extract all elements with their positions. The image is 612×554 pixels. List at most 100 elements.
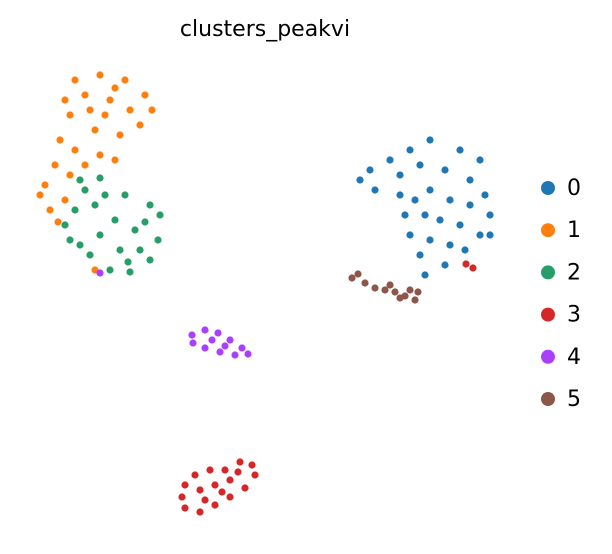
point — [141, 91, 149, 99]
point — [406, 146, 414, 154]
point — [106, 266, 114, 274]
point — [466, 176, 474, 184]
point — [226, 493, 234, 501]
point — [216, 348, 224, 356]
point — [486, 211, 494, 219]
point — [436, 216, 444, 224]
point — [386, 281, 394, 289]
point — [481, 191, 489, 199]
point — [426, 236, 434, 244]
point — [178, 493, 186, 501]
point — [86, 251, 94, 259]
point — [86, 106, 94, 114]
point — [441, 261, 449, 269]
point — [446, 196, 454, 204]
point — [214, 329, 222, 337]
point — [476, 156, 484, 164]
point — [251, 471, 259, 479]
point — [244, 350, 252, 358]
point — [406, 286, 414, 294]
point — [348, 274, 356, 282]
point — [221, 466, 229, 474]
point — [486, 231, 494, 239]
point — [136, 246, 144, 254]
point — [231, 351, 239, 359]
point — [54, 218, 62, 226]
point — [96, 71, 104, 79]
point — [354, 270, 362, 278]
point — [61, 221, 69, 229]
point — [196, 486, 204, 494]
point — [466, 201, 474, 209]
point — [126, 106, 134, 114]
point — [141, 218, 149, 226]
point — [371, 284, 379, 292]
legend-label: 5 — [567, 387, 581, 412]
point — [81, 91, 89, 99]
point — [96, 231, 104, 239]
point — [111, 216, 119, 224]
point — [116, 131, 124, 139]
legend-marker — [541, 181, 555, 195]
point — [238, 344, 246, 352]
point — [191, 471, 199, 479]
legend-label: 4 — [567, 345, 581, 370]
point — [71, 146, 79, 154]
legend-label: 1 — [567, 218, 581, 243]
point — [116, 246, 124, 254]
point — [51, 161, 59, 169]
point — [56, 136, 64, 144]
point — [181, 481, 189, 489]
point — [101, 191, 109, 199]
point — [189, 339, 197, 347]
point — [71, 206, 79, 214]
point — [462, 260, 470, 268]
point — [396, 294, 404, 302]
point — [396, 191, 404, 199]
point — [421, 211, 429, 219]
point — [356, 176, 364, 184]
point — [201, 344, 209, 352]
point — [426, 186, 434, 194]
point — [136, 121, 144, 129]
point — [76, 241, 84, 249]
point — [111, 84, 119, 92]
point — [416, 251, 424, 259]
point — [91, 201, 99, 209]
point — [211, 481, 219, 489]
point — [96, 269, 104, 277]
point — [61, 96, 69, 104]
point — [218, 488, 226, 496]
point — [76, 176, 84, 184]
point — [476, 231, 484, 239]
point — [456, 146, 464, 154]
point — [36, 191, 44, 199]
point — [96, 174, 104, 182]
chart-title: clusters_peakvi — [180, 17, 350, 42]
point — [234, 468, 242, 476]
legend-marker — [541, 392, 555, 406]
point — [96, 151, 104, 159]
point — [381, 286, 389, 294]
point — [146, 201, 154, 209]
legend-marker — [541, 307, 555, 322]
point — [226, 336, 234, 344]
legend-marker — [541, 223, 555, 238]
point — [61, 196, 69, 204]
point — [66, 236, 74, 244]
point — [71, 76, 79, 84]
legend-label: 3 — [567, 303, 581, 328]
point — [201, 326, 209, 334]
point — [148, 106, 156, 114]
point — [196, 508, 204, 516]
point — [411, 196, 419, 204]
point — [101, 111, 109, 119]
point — [469, 264, 477, 272]
point — [124, 258, 132, 266]
point — [416, 161, 424, 169]
point — [121, 76, 129, 84]
point — [66, 171, 74, 179]
point — [66, 111, 74, 119]
point — [456, 221, 464, 229]
